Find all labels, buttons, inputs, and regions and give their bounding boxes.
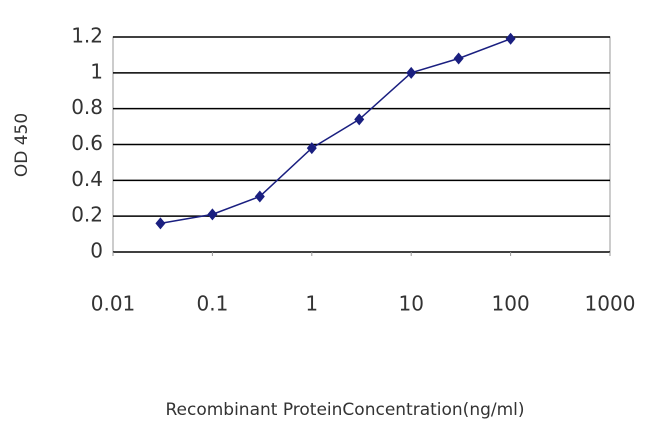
series-line	[160, 38, 511, 225]
x-tick-label: 1000	[585, 292, 636, 316]
y-tick-label: 1.2	[71, 24, 103, 48]
y-axis-label: OD 450	[12, 113, 32, 177]
y-tick-label: 1	[90, 59, 103, 83]
y-tick-label: 0.6	[71, 131, 103, 155]
x-tick-label: 1	[305, 292, 318, 316]
x-axis-label: Recombinant ProteinConcentration(ng/ml)	[165, 400, 524, 420]
marker	[207, 208, 218, 221]
x-tick-label: 0.1	[196, 292, 228, 316]
marker	[354, 113, 365, 126]
x-tick-label: 0.01	[91, 292, 136, 316]
y-tick-label: 0	[90, 239, 103, 263]
x-tick-label: 10	[398, 292, 423, 316]
y-tick-label: 0.2	[71, 203, 103, 227]
marker	[306, 142, 317, 155]
marker	[406, 66, 417, 79]
marker	[155, 217, 166, 230]
y-tick-label: 0.8	[71, 95, 103, 119]
marker	[453, 52, 464, 65]
x-tick-label: 100	[492, 292, 530, 316]
marker	[505, 32, 516, 45]
y-tick-label: 0.4	[71, 167, 103, 191]
marker	[254, 190, 265, 203]
